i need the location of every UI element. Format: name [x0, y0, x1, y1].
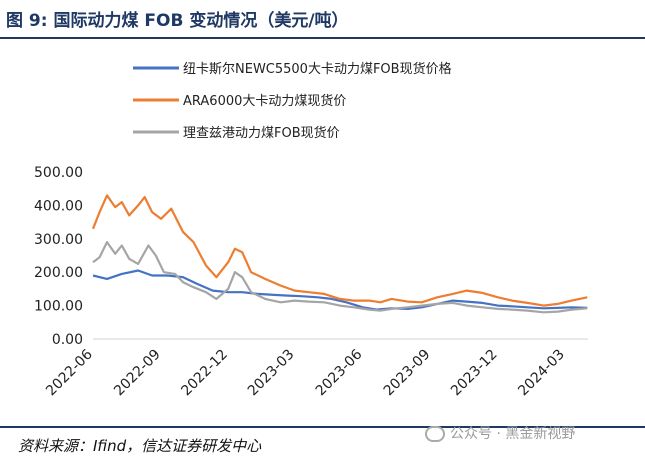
- y-tick-label: 400.00: [34, 198, 83, 214]
- series-line-2: [92, 241, 588, 314]
- series-line-0: [92, 269, 588, 311]
- watermark-text: 公众号 · 黑金新视野: [450, 426, 576, 442]
- y-tick-label: 500.00: [34, 165, 83, 181]
- x-tick-label: 2023-03: [245, 347, 298, 400]
- y-tick-label: 100.00: [34, 299, 83, 315]
- x-tick-label: 2022-09: [111, 347, 164, 400]
- x-tick-label: 2023-06: [313, 346, 366, 399]
- chart-plot-area: [91, 194, 588, 314]
- y-tick-label: 200.00: [34, 265, 83, 281]
- legend-label-2: 理查兹港动力煤FOB现货价: [183, 125, 340, 141]
- y-tick-label: 0.00: [52, 332, 83, 348]
- series-line-1: [91, 194, 588, 307]
- x-tick-label: 2022-12: [178, 347, 231, 400]
- figure-title: 图 9: 国际动力煤 FOB 变动情况（美元/吨）: [6, 11, 349, 31]
- x-tick-label: 2023-12: [448, 347, 501, 400]
- title-bar: 图 9: 国际动力煤 FOB 变动情况（美元/吨）: [0, 0, 645, 39]
- x-tick-label: 2023-09: [381, 347, 434, 400]
- legend-label-1: ARA6000大卡动力煤现货价: [183, 93, 346, 109]
- x-tick-label: 2024-03: [515, 347, 568, 400]
- wechat-icon: [425, 426, 445, 442]
- legend-label-0: 纽卡斯尔NEWC5500大卡动力煤FOB现货价格: [183, 61, 452, 77]
- watermark: 公众号 · 黑金新视野: [425, 423, 575, 443]
- source-text: 资料来源：Ifind，信达证券研发中心: [18, 437, 262, 455]
- x-tick-label: 2022-06: [43, 346, 96, 399]
- source-bar: 资料来源：Ifind，信达证券研发中心: [0, 426, 645, 462]
- chart-legend: 纽卡斯尔NEWC5500大卡动力煤FOB现货价格 ARA6000大卡动力煤现货价理…: [133, 61, 452, 141]
- chart-axes: 0.00 100.00 200.00 300.00 400.00 500.00 2022-0…: [34, 165, 588, 399]
- y-tick-label: 300.00: [34, 232, 83, 248]
